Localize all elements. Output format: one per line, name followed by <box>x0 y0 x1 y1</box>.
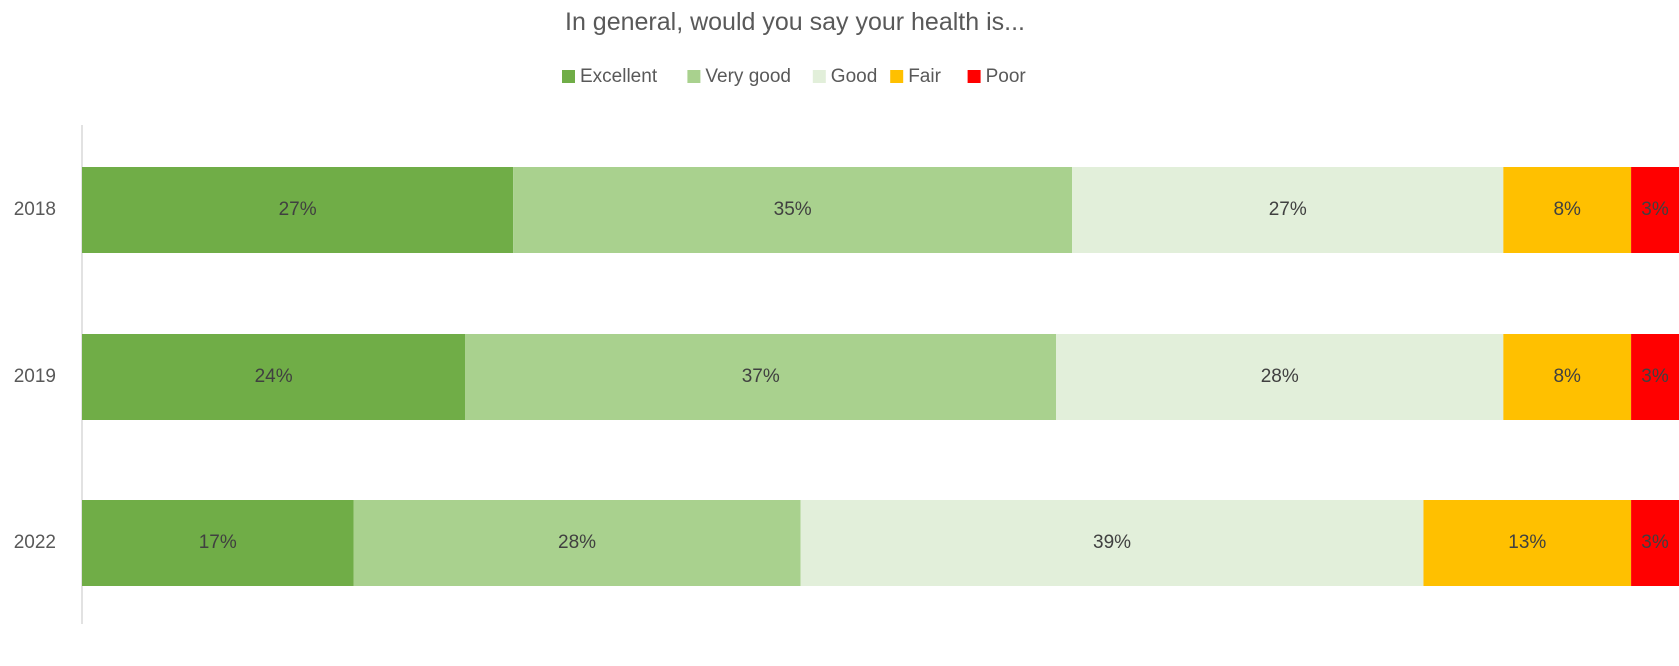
legend-swatch-fair <box>890 70 904 83</box>
legend-swatch-poor <box>967 70 981 83</box>
data-label-poor-2018: 3% <box>1641 199 1669 220</box>
category-labels: 2018 2019 2022 <box>14 199 56 553</box>
legend-swatch-very-good <box>687 70 701 83</box>
legend-label-excellent: Excellent <box>580 66 658 87</box>
data-label-fair-2018: 8% <box>1553 199 1581 220</box>
bar-segment-good-2019 <box>1056 334 1504 420</box>
bar-segment-excellent-2022 <box>82 500 354 586</box>
data-label-good-2018: 27% <box>1269 199 1307 220</box>
bar-segment-good-2018 <box>1072 167 1504 253</box>
data-label-excellent-2018: 27% <box>279 199 317 220</box>
legend-label-fair: Fair <box>908 66 941 87</box>
data-label-excellent-2022: 17% <box>199 532 237 553</box>
category-label-2018: 2018 <box>14 199 56 220</box>
bar-segment-poor-2019 <box>1631 334 1679 420</box>
chart-legend: Excellent Very good Good Fair Poor <box>562 66 1026 87</box>
bar-segment-very-good-2022 <box>353 500 801 586</box>
legend-swatch-good <box>812 70 826 83</box>
bar-segment-fair-2022 <box>1423 500 1632 586</box>
bar-segment-very-good-2018 <box>513 167 1073 253</box>
bar-segment-excellent-2018 <box>82 167 514 253</box>
category-label-2022: 2022 <box>14 532 56 553</box>
data-label-good-2022: 39% <box>1093 532 1131 553</box>
data-label-very-good-2018: 35% <box>774 199 812 220</box>
legend-label-very-good: Very good <box>705 66 791 87</box>
legend-label-good: Good <box>831 66 877 87</box>
data-label-poor-2019: 3% <box>1641 366 1669 387</box>
data-label-very-good-2019: 37% <box>742 366 780 387</box>
data-label-excellent-2019: 24% <box>255 366 293 387</box>
data-label-fair-2022: 13% <box>1508 532 1546 553</box>
data-label-very-good-2022: 28% <box>558 532 596 553</box>
bar-segment-fair-2018 <box>1503 167 1632 253</box>
category-label-2019: 2019 <box>14 366 56 387</box>
bar-segment-poor-2018 <box>1631 167 1679 253</box>
chart-title: In general, would you say your health is… <box>565 8 1025 36</box>
bars-group: 27% 35% 27% 8% 3% 24% 37% 28% 8% 3% 17% 28% 39% 13% 3% <box>82 167 1679 586</box>
data-label-poor-2022: 3% <box>1641 532 1669 553</box>
bar-segment-very-good-2019 <box>465 334 1057 420</box>
bar-segment-poor-2022 <box>1631 500 1679 586</box>
legend-label-poor: Poor <box>986 66 1027 87</box>
data-label-good-2019: 28% <box>1261 366 1299 387</box>
data-label-fair-2019: 8% <box>1553 366 1581 387</box>
bar-segment-excellent-2019 <box>82 334 466 420</box>
bar-segment-good-2022 <box>800 500 1424 586</box>
legend-swatch-excellent <box>562 70 575 83</box>
bar-segment-fair-2019 <box>1503 334 1632 420</box>
